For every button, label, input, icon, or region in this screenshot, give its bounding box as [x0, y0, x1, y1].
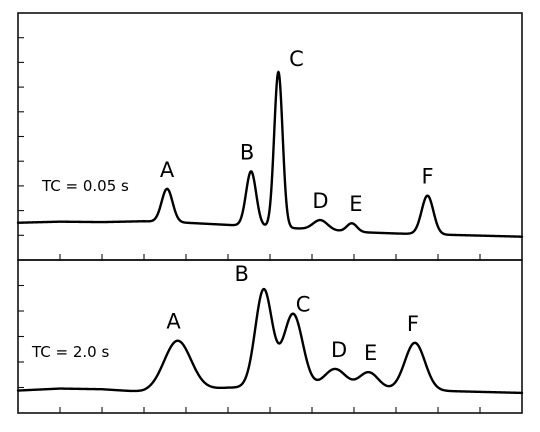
peak-label-c: C [289, 47, 304, 71]
peak-label-b: B [240, 140, 254, 164]
peak-label-f: F [407, 312, 419, 336]
peak-label-d: D [312, 189, 328, 213]
peak-label-a: A [160, 158, 175, 182]
peak-label-a: A [166, 310, 181, 334]
peak-label-f: F [421, 165, 433, 189]
chromatogram-trace [16, 70, 524, 238]
chromatogram-trace [16, 287, 524, 395]
bottom-panel: TC = 2.0 s A B CD E F [16, 259, 524, 414]
peak-label-d: D [331, 338, 347, 362]
peak-label-e: E [349, 192, 362, 216]
top-panel: TC = 0.05 s A B C D E F [16, 12, 524, 261]
peak-label-e: E [364, 341, 377, 365]
top-tc-label: TC = 0.05 s [41, 177, 129, 195]
bottom-tc-label: TC = 2.0 s [31, 343, 109, 361]
peak-label-c: C [296, 293, 311, 317]
peak-label-b: B [234, 262, 248, 286]
